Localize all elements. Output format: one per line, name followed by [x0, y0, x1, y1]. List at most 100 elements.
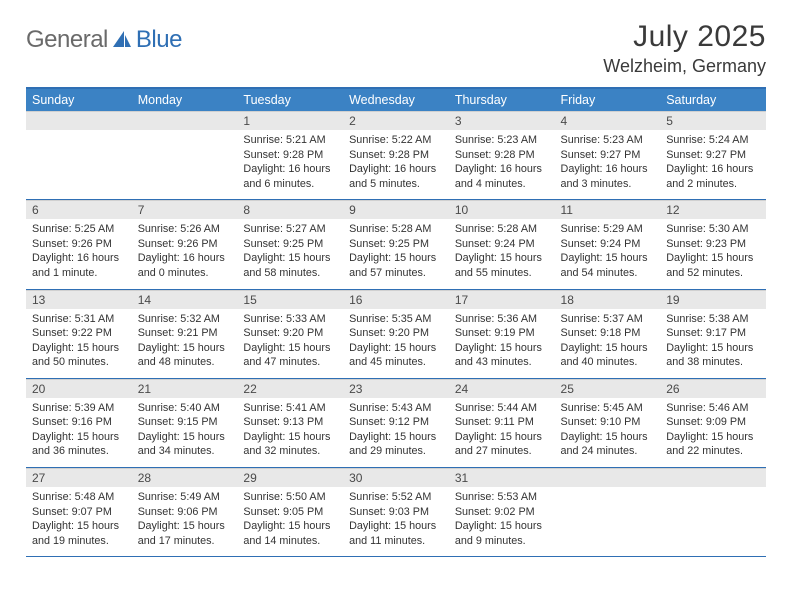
day-info-line: Sunset: 9:27 PM	[666, 148, 760, 163]
day-info-line: Sunset: 9:06 PM	[138, 505, 232, 520]
day-number: 24	[449, 379, 555, 398]
day-number	[555, 468, 661, 487]
day-header: Friday	[555, 88, 661, 111]
day-info-line: Sunset: 9:22 PM	[32, 326, 126, 341]
day-info-line: Sunset: 9:19 PM	[455, 326, 549, 341]
day-info-line: Sunrise: 5:45 AM	[561, 401, 655, 416]
calendar-day-cell: 11Sunrise: 5:29 AMSunset: 9:24 PMDayligh…	[555, 200, 661, 289]
day-info-line: Sunrise: 5:33 AM	[243, 312, 337, 327]
calendar-page: General Blue July 2025 Welzheim, Germany…	[0, 0, 792, 577]
calendar-day-cell: 6Sunrise: 5:25 AMSunset: 9:26 PMDaylight…	[26, 200, 132, 289]
day-content: Sunrise: 5:40 AMSunset: 9:15 PMDaylight:…	[132, 398, 238, 467]
day-number: 14	[132, 290, 238, 309]
calendar-day-cell: 21Sunrise: 5:40 AMSunset: 9:15 PMDayligh…	[132, 378, 238, 467]
day-number: 30	[343, 468, 449, 487]
day-info-line: Sunrise: 5:27 AM	[243, 222, 337, 237]
calendar-day-cell: 31Sunrise: 5:53 AMSunset: 9:02 PMDayligh…	[449, 468, 555, 557]
day-header: Monday	[132, 88, 238, 111]
day-info-line: Daylight: 15 hours and 58 minutes.	[243, 251, 337, 280]
day-info-line: Sunset: 9:16 PM	[32, 415, 126, 430]
day-info-line: Sunset: 9:09 PM	[666, 415, 760, 430]
day-info-line: Daylight: 15 hours and 32 minutes.	[243, 430, 337, 459]
day-info-line: Sunrise: 5:53 AM	[455, 490, 549, 505]
calendar-day-cell: 25Sunrise: 5:45 AMSunset: 9:10 PMDayligh…	[555, 378, 661, 467]
day-number: 11	[555, 200, 661, 219]
day-info-line: Daylight: 15 hours and 17 minutes.	[138, 519, 232, 548]
calendar-table: Sunday Monday Tuesday Wednesday Thursday…	[26, 87, 766, 557]
day-info-line: Sunrise: 5:35 AM	[349, 312, 443, 327]
day-info-line: Sunset: 9:23 PM	[666, 237, 760, 252]
location-label: Welzheim, Germany	[603, 56, 766, 77]
calendar-day-cell: 3Sunrise: 5:23 AMSunset: 9:28 PMDaylight…	[449, 111, 555, 200]
calendar-day-cell: 2Sunrise: 5:22 AMSunset: 9:28 PMDaylight…	[343, 111, 449, 200]
day-info-line: Sunset: 9:02 PM	[455, 505, 549, 520]
day-number	[26, 111, 132, 130]
day-number: 2	[343, 111, 449, 130]
day-number: 16	[343, 290, 449, 309]
day-content	[132, 130, 238, 192]
day-info-line: Sunrise: 5:23 AM	[455, 133, 549, 148]
day-number: 12	[660, 200, 766, 219]
day-info-line: Sunrise: 5:29 AM	[561, 222, 655, 237]
day-info-line: Sunset: 9:12 PM	[349, 415, 443, 430]
day-info-line: Sunrise: 5:30 AM	[666, 222, 760, 237]
day-info-line: Sunset: 9:28 PM	[243, 148, 337, 163]
day-info-line: Daylight: 16 hours and 0 minutes.	[138, 251, 232, 280]
calendar-day-cell	[132, 111, 238, 200]
calendar-week-row: 1Sunrise: 5:21 AMSunset: 9:28 PMDaylight…	[26, 111, 766, 200]
day-content: Sunrise: 5:39 AMSunset: 9:16 PMDaylight:…	[26, 398, 132, 467]
day-content: Sunrise: 5:28 AMSunset: 9:24 PMDaylight:…	[449, 219, 555, 288]
day-info-line: Sunrise: 5:31 AM	[32, 312, 126, 327]
day-info-line: Daylight: 16 hours and 6 minutes.	[243, 162, 337, 191]
day-content: Sunrise: 5:52 AMSunset: 9:03 PMDaylight:…	[343, 487, 449, 556]
day-info-line: Daylight: 16 hours and 1 minute.	[32, 251, 126, 280]
day-info-line: Daylight: 16 hours and 3 minutes.	[561, 162, 655, 191]
day-info-line: Daylight: 15 hours and 22 minutes.	[666, 430, 760, 459]
day-info-line: Sunset: 9:13 PM	[243, 415, 337, 430]
day-content: Sunrise: 5:53 AMSunset: 9:02 PMDaylight:…	[449, 487, 555, 556]
calendar-day-cell: 26Sunrise: 5:46 AMSunset: 9:09 PMDayligh…	[660, 378, 766, 467]
day-number: 17	[449, 290, 555, 309]
day-info-line: Daylight: 15 hours and 57 minutes.	[349, 251, 443, 280]
day-content: Sunrise: 5:32 AMSunset: 9:21 PMDaylight:…	[132, 309, 238, 378]
day-info-line: Sunrise: 5:43 AM	[349, 401, 443, 416]
day-info-line: Sunrise: 5:39 AM	[32, 401, 126, 416]
calendar-day-cell: 17Sunrise: 5:36 AMSunset: 9:19 PMDayligh…	[449, 289, 555, 378]
day-info-line: Daylight: 15 hours and 43 minutes.	[455, 341, 549, 370]
day-info-line: Sunset: 9:10 PM	[561, 415, 655, 430]
day-info-line: Sunset: 9:17 PM	[666, 326, 760, 341]
calendar-day-cell: 28Sunrise: 5:49 AMSunset: 9:06 PMDayligh…	[132, 468, 238, 557]
day-info-line: Sunset: 9:21 PM	[138, 326, 232, 341]
day-content: Sunrise: 5:31 AMSunset: 9:22 PMDaylight:…	[26, 309, 132, 378]
day-number: 10	[449, 200, 555, 219]
calendar-day-cell: 24Sunrise: 5:44 AMSunset: 9:11 PMDayligh…	[449, 378, 555, 467]
day-info-line: Sunrise: 5:23 AM	[561, 133, 655, 148]
calendar-day-cell: 1Sunrise: 5:21 AMSunset: 9:28 PMDaylight…	[237, 111, 343, 200]
calendar-body: 1Sunrise: 5:21 AMSunset: 9:28 PMDaylight…	[26, 111, 766, 557]
day-info-line: Daylight: 15 hours and 50 minutes.	[32, 341, 126, 370]
calendar-week-row: 27Sunrise: 5:48 AMSunset: 9:07 PMDayligh…	[26, 468, 766, 557]
day-content: Sunrise: 5:33 AMSunset: 9:20 PMDaylight:…	[237, 309, 343, 378]
day-content: Sunrise: 5:22 AMSunset: 9:28 PMDaylight:…	[343, 130, 449, 199]
brand-logo: General Blue	[26, 20, 182, 54]
month-title: July 2025	[603, 20, 766, 54]
calendar-day-cell	[26, 111, 132, 200]
day-info-line: Daylight: 16 hours and 2 minutes.	[666, 162, 760, 191]
calendar-day-cell: 13Sunrise: 5:31 AMSunset: 9:22 PMDayligh…	[26, 289, 132, 378]
calendar-day-cell: 16Sunrise: 5:35 AMSunset: 9:20 PMDayligh…	[343, 289, 449, 378]
calendar-day-cell: 20Sunrise: 5:39 AMSunset: 9:16 PMDayligh…	[26, 378, 132, 467]
day-number	[660, 468, 766, 487]
day-info-line: Daylight: 15 hours and 11 minutes.	[349, 519, 443, 548]
day-number: 13	[26, 290, 132, 309]
day-info-line: Daylight: 15 hours and 45 minutes.	[349, 341, 443, 370]
calendar-day-cell: 5Sunrise: 5:24 AMSunset: 9:27 PMDaylight…	[660, 111, 766, 200]
day-number: 25	[555, 379, 661, 398]
day-content: Sunrise: 5:24 AMSunset: 9:27 PMDaylight:…	[660, 130, 766, 199]
day-info-line: Sunset: 9:26 PM	[32, 237, 126, 252]
calendar-day-cell: 22Sunrise: 5:41 AMSunset: 9:13 PMDayligh…	[237, 378, 343, 467]
day-info-line: Daylight: 16 hours and 5 minutes.	[349, 162, 443, 191]
day-info-line: Sunrise: 5:22 AM	[349, 133, 443, 148]
day-content: Sunrise: 5:36 AMSunset: 9:19 PMDaylight:…	[449, 309, 555, 378]
day-info-line: Sunset: 9:28 PM	[349, 148, 443, 163]
day-number: 27	[26, 468, 132, 487]
